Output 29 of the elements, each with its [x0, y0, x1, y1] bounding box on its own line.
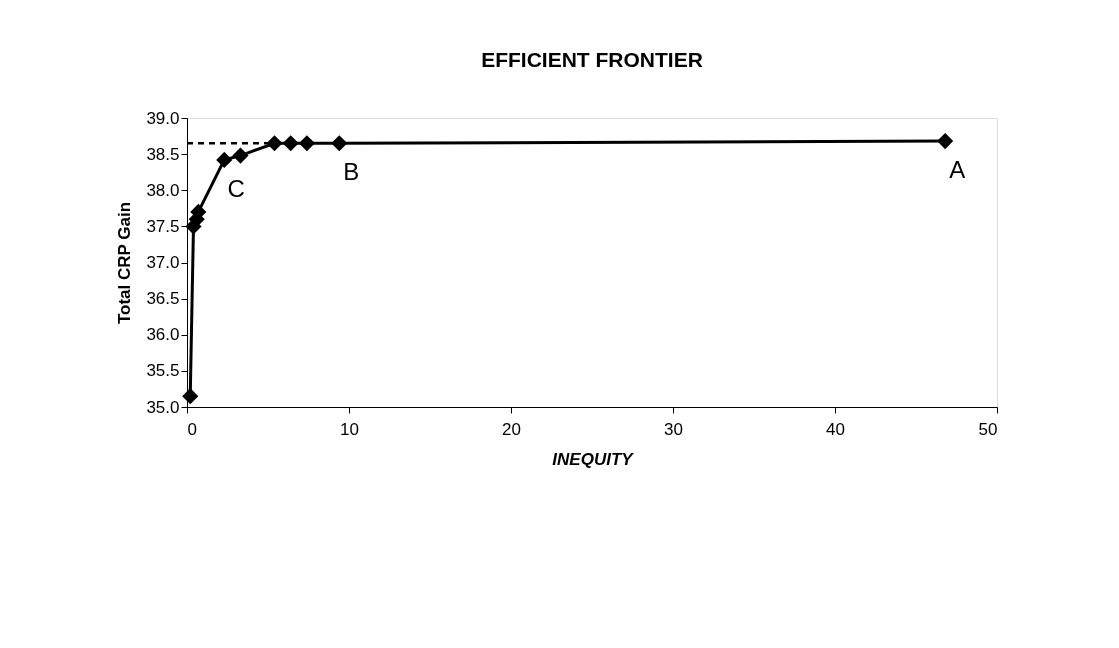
x-tick-label: 20 [502, 419, 521, 439]
point [331, 135, 348, 152]
x-tick-label: 50 [978, 419, 998, 439]
y-tick-label: 37.0 [146, 253, 180, 272]
annotation: C [227, 174, 245, 202]
point [282, 135, 299, 152]
point [266, 135, 283, 152]
x-axis-title: INEQUITY [552, 449, 635, 469]
y-tick-label: 39.0 [146, 108, 180, 128]
point [232, 147, 249, 164]
chart-title: EFFICIENT FRONTIER [481, 48, 703, 71]
annotation: A [949, 156, 966, 184]
y-tick-label: 36.5 [146, 289, 180, 309]
x-tick-label: 30 [664, 419, 683, 439]
y-tick-label: 38.0 [146, 180, 180, 200]
x-tick-label: 0 [187, 419, 197, 439]
point [182, 388, 199, 405]
annotation: B [343, 158, 360, 186]
y-tick-label: 37.5 [146, 216, 180, 236]
y-tick-label: 35.0 [146, 397, 180, 417]
y-tick-label: 35.5 [146, 361, 180, 381]
x-tick-label: 10 [340, 419, 359, 439]
point [298, 135, 315, 152]
y-axis-title: Total CRP Gain [115, 201, 135, 325]
x-tick-label: 40 [826, 419, 845, 439]
point [216, 151, 233, 168]
point [937, 133, 954, 150]
y-tick-label: 38.5 [146, 144, 180, 164]
y-tick-label: 36.0 [146, 325, 180, 345]
